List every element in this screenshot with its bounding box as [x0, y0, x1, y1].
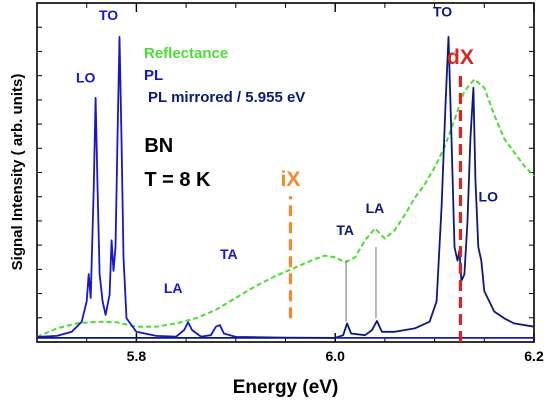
series-line-pl	[36, 36, 534, 339]
x-axis-title: Energy (eV)	[233, 377, 339, 398]
peak-label: TO	[433, 4, 452, 20]
peak-annotations: LO TO LA TA TA LA TO LO	[76, 4, 498, 296]
series-line-reflectance	[36, 78, 535, 338]
series-layer	[36, 36, 535, 339]
x-tick-label: 6.2	[524, 348, 544, 364]
sample-label: T = 8 K	[144, 169, 211, 191]
series-line-pl-mirrored-5-955-ev	[37, 36, 535, 339]
sample-labels: BN T = 8 K	[144, 135, 211, 191]
x-tick-label: 5.8	[127, 348, 147, 364]
vline-label-dx: dX	[447, 46, 474, 69]
phonon-markers	[345, 247, 377, 322]
peak-label: LA	[366, 200, 385, 216]
vline-label-ix: iX	[281, 168, 301, 191]
exciton-lines: iX dX	[281, 46, 474, 342]
legend-entry: PL mirrored / 5.955 eV	[148, 89, 305, 106]
axis-ticks: 5.8 6.0 6.2	[36, 3, 544, 364]
peak-label: LO	[479, 188, 499, 204]
legend: Reflectance PL PL mirrored / 5.955 eV	[144, 45, 305, 106]
peak-label: TA	[336, 222, 354, 238]
legend-entry: PL	[144, 67, 163, 84]
x-tick-label: 6.0	[325, 348, 345, 364]
legend-entry: Reflectance	[144, 45, 228, 62]
peak-label: LO	[76, 70, 96, 86]
peak-label: LA	[164, 280, 183, 296]
y-axis-title: Signal Intensity ( arb. units)	[9, 74, 26, 271]
peak-label: TO	[99, 7, 118, 23]
peak-label: TA	[220, 246, 238, 262]
sample-label: BN	[144, 135, 173, 157]
